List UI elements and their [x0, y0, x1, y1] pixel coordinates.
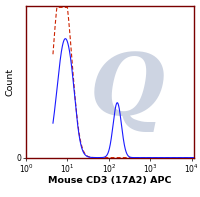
Text: Q: Q: [89, 49, 164, 133]
Y-axis label: Count: Count: [6, 68, 15, 96]
X-axis label: Mouse CD3 (17A2) APC: Mouse CD3 (17A2) APC: [48, 176, 172, 185]
